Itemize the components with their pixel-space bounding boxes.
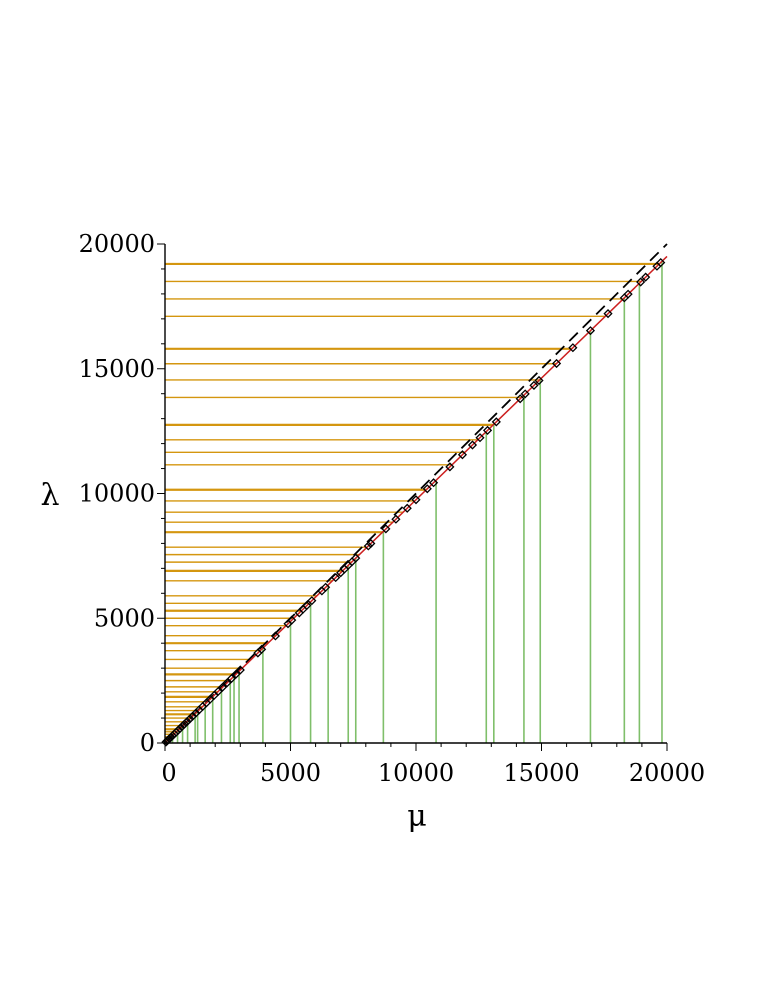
data-marker	[585, 326, 596, 336]
data-marker	[482, 425, 493, 435]
markers-group	[161, 257, 666, 747]
data-marker	[381, 524, 391, 534]
data-marker	[520, 389, 530, 399]
data-marker	[188, 711, 198, 721]
data-marker	[179, 719, 190, 729]
data-marker	[428, 478, 439, 488]
data-marker	[351, 553, 361, 563]
data-marker	[641, 272, 651, 282]
series-group	[164, 243, 668, 744]
data-marker	[222, 678, 232, 688]
data-marker	[235, 665, 245, 675]
data-marker	[529, 380, 539, 390]
x-axis-title: μ	[407, 799, 427, 834]
x-tick-label: 10000	[378, 759, 454, 787]
axes-group	[157, 243, 668, 751]
data-marker	[270, 631, 281, 641]
x-tick-label: 0	[161, 759, 176, 787]
data-marker	[366, 538, 376, 549]
data-marker	[422, 484, 432, 494]
data-marker	[257, 644, 267, 654]
data-marker	[331, 572, 341, 583]
data-marker	[568, 343, 578, 353]
data-marker	[656, 257, 666, 268]
data-marker	[213, 686, 223, 697]
data-marker	[534, 375, 544, 386]
data-marker	[226, 673, 237, 684]
fit-line	[164, 255, 668, 744]
y-tick-label: 20000	[79, 230, 155, 258]
data-marker	[307, 596, 317, 606]
tick-labels-group: 0 5000 10000 15000 20000 0 5000 10000 15000 20000	[79, 230, 706, 787]
data-marker	[623, 289, 633, 299]
data-marker	[185, 714, 195, 724]
data-marker	[191, 708, 201, 718]
data-marker	[182, 716, 192, 727]
data-marker	[402, 503, 412, 513]
y-tick-label: 10000	[79, 480, 155, 508]
y-axis-title: λ	[40, 478, 59, 513]
x-tick-label: 15000	[503, 759, 579, 787]
y-tick-label: 5000	[94, 604, 155, 632]
x-tick-label: 5000	[260, 759, 321, 787]
x-tick-label: 20000	[629, 759, 705, 787]
data-marker	[551, 358, 562, 369]
y-tick-label: 0	[140, 729, 155, 757]
data-marker	[636, 277, 646, 287]
data-marker	[217, 682, 228, 692]
data-marker	[287, 615, 297, 625]
reference-line	[164, 243, 668, 744]
data-marker	[302, 600, 312, 611]
data-marker	[467, 440, 478, 450]
vertical-lines-group	[167, 261, 663, 743]
data-marker	[603, 309, 613, 319]
data-marker	[321, 582, 331, 592]
data-marker	[515, 394, 525, 404]
y-tick-label: 15000	[79, 355, 155, 383]
horizontal-lines-group	[165, 262, 660, 741]
data-marker	[363, 541, 373, 551]
data-marker	[445, 462, 455, 472]
data-marker	[391, 514, 401, 524]
data-marker	[231, 669, 241, 679]
data-marker	[457, 450, 468, 460]
data-marker	[475, 433, 485, 443]
data-marker	[411, 495, 421, 505]
data-marker	[491, 417, 501, 427]
